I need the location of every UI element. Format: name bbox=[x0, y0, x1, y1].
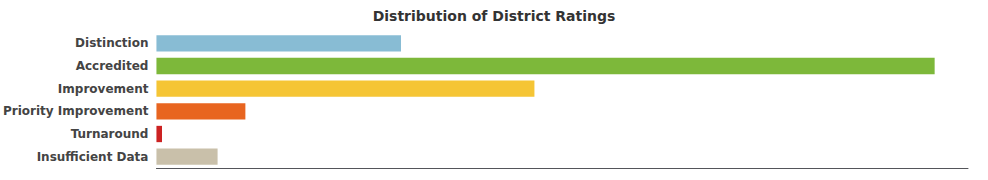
svg-text:Distribution of District Ratin: Distribution of District Ratings bbox=[373, 8, 616, 24]
svg-text:Distinction: Distinction bbox=[75, 36, 148, 50]
svg-text:Insufficient Data: Insufficient Data bbox=[37, 150, 149, 164]
svg-text:Turnaround: Turnaround bbox=[71, 127, 149, 141]
svg-text:Improvement: Improvement bbox=[58, 82, 149, 96]
svg-text:Priority Improvement: Priority Improvement bbox=[3, 104, 149, 118]
svg-text:Accredited: Accredited bbox=[76, 59, 149, 73]
